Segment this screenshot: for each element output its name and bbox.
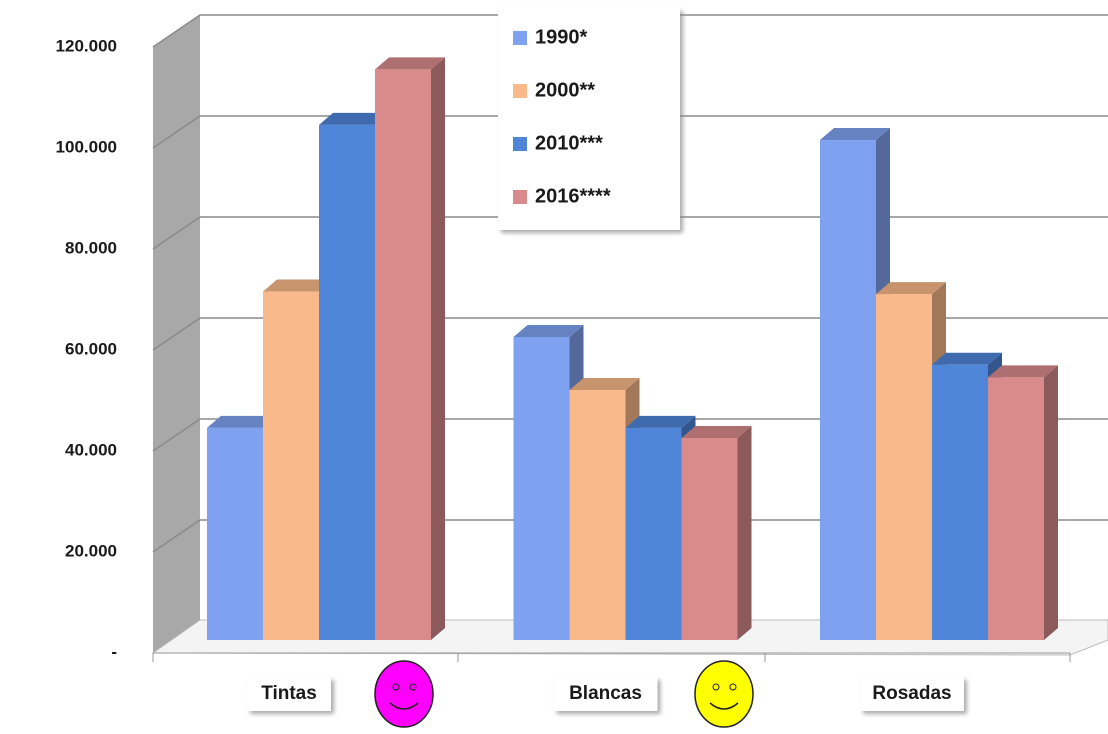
bar-front: [319, 124, 375, 640]
legend-swatch: [513, 190, 527, 204]
y-tick-label: 80.000: [65, 238, 117, 257]
bar-side: [431, 57, 445, 641]
bar-front: [820, 140, 876, 641]
y-tick-label: 100.000: [56, 137, 117, 156]
bar: [988, 365, 1058, 640]
bar-front: [988, 377, 1044, 640]
bar-side: [1044, 365, 1058, 640]
x-tick-label: Tintas: [261, 683, 317, 704]
bar-top: [263, 279, 333, 292]
bar-top: [625, 415, 696, 428]
y-tick-label: 20.000: [65, 541, 117, 560]
legend-label: 1990*: [535, 26, 587, 48]
category-label-box: [247, 677, 331, 711]
bar-side: [737, 426, 752, 640]
legend-label: 2000**: [535, 79, 595, 101]
bar-front: [569, 390, 626, 640]
x-tick-label: Rosadas: [872, 683, 951, 704]
smiley: [374, 660, 434, 728]
bar-top: [876, 282, 946, 295]
bar-front: [207, 427, 263, 640]
grid-line: [152, 317, 1108, 351]
bar-top: [988, 365, 1058, 378]
category-label-box: [860, 677, 964, 711]
y-tick-label: -: [111, 642, 117, 661]
legend-swatch: [513, 84, 527, 98]
bar-top: [513, 325, 584, 337]
grid-line: [152, 418, 1108, 452]
smiley: [694, 660, 754, 728]
bar-front: [263, 291, 319, 640]
bar-front: [375, 69, 431, 641]
bar: [681, 426, 752, 640]
bar-top: [681, 426, 752, 438]
legend-label: 2016****: [535, 185, 611, 207]
bar: [820, 128, 890, 641]
legend-box: [498, 8, 680, 230]
grid-line: [152, 519, 1108, 553]
bar-top: [820, 128, 890, 141]
bar-front: [513, 337, 570, 640]
bar-top: [569, 378, 640, 391]
y-tick-label: 120.000: [56, 36, 117, 55]
legend-swatch: [513, 31, 527, 45]
x-tick-label: Blancas: [569, 683, 642, 704]
y-tick-label: 40.000: [65, 440, 117, 459]
bar-front: [625, 427, 682, 640]
bar-front: [932, 364, 988, 640]
y-tick-label: 60.000: [65, 339, 117, 358]
bar-top: [207, 415, 277, 428]
grid-line: [152, 216, 1108, 250]
bar-top: [319, 112, 389, 125]
bar-top: [375, 57, 445, 70]
grid-line: [152, 14, 1108, 48]
bar-front: [681, 438, 738, 640]
category-label-box: [553, 677, 658, 711]
legend-label: 2010***: [535, 132, 603, 154]
bar-front: [876, 294, 932, 640]
legend-swatch: [513, 137, 527, 151]
bar-top: [932, 352, 1002, 365]
bar: [375, 57, 445, 641]
grid-line: [152, 115, 1108, 149]
